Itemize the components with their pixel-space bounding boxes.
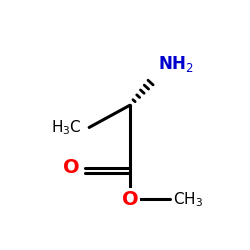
Text: NH$_2$: NH$_2$ — [158, 54, 194, 74]
Text: H$_3$C: H$_3$C — [51, 118, 82, 137]
Text: O: O — [63, 158, 79, 176]
Text: O: O — [122, 190, 138, 209]
Text: CH$_3$: CH$_3$ — [173, 190, 203, 208]
